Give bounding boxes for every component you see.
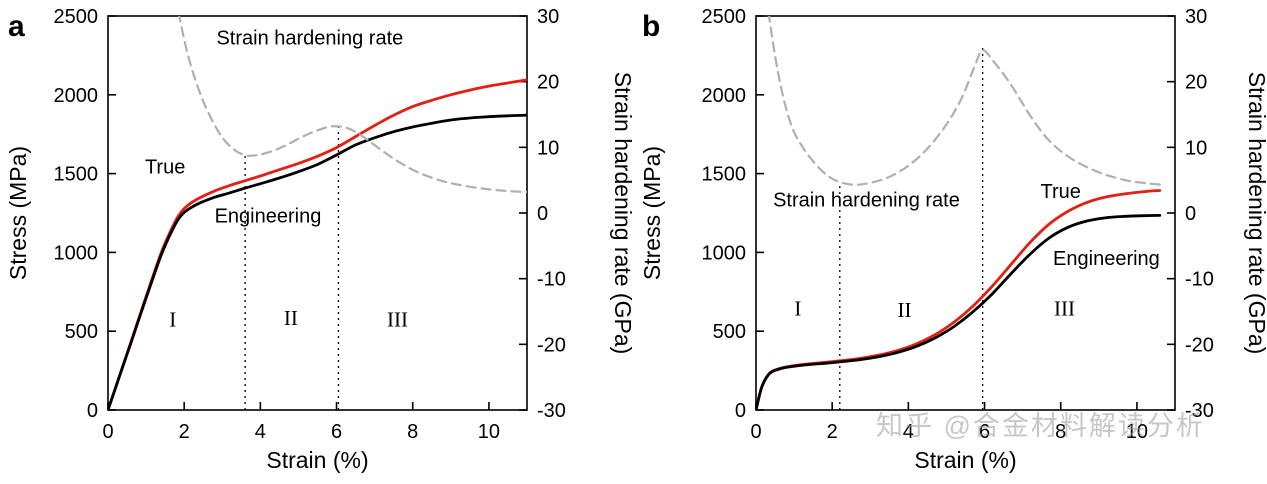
y-right-tick-label: -10 xyxy=(537,269,566,291)
y-right-tick-label: 0 xyxy=(1185,203,1196,225)
y-right-tick-label: 20 xyxy=(1185,72,1207,94)
x-tick-label: 6 xyxy=(331,421,342,443)
annotation-strain-hardening-rate: Strain hardening rate xyxy=(773,190,960,212)
x-axis-label: Strain (%) xyxy=(266,447,368,473)
x-tick-label: 2 xyxy=(827,421,838,443)
x-tick-label: 2 xyxy=(179,421,190,443)
y-right-tick-label: 20 xyxy=(537,72,559,94)
y-left-tick-label: 0 xyxy=(87,400,98,422)
curve-true xyxy=(756,189,1162,410)
curve-strain-hardening-rate xyxy=(178,16,527,194)
x-tick-label: 6 xyxy=(979,421,990,443)
annotation-engineering: Engineering xyxy=(1053,248,1160,270)
x-tick-label: 8 xyxy=(407,421,418,443)
y-right-tick-label: -20 xyxy=(1185,334,1214,356)
x-axis-label: Strain (%) xyxy=(914,447,1016,473)
y-axis-left-label: Stress (MPa) xyxy=(639,146,665,280)
y-axis-right-label: Strain hardening rate (GPa) xyxy=(1244,72,1267,355)
region-label-i: I xyxy=(169,307,176,331)
y-left-tick-label: 2500 xyxy=(702,6,747,28)
y-left-tick-label: 2500 xyxy=(54,6,99,28)
y-right-tick-label: 30 xyxy=(537,6,559,28)
y-left-tick-label: 1500 xyxy=(54,164,99,186)
y-left-tick-label: 1500 xyxy=(702,164,747,186)
y-right-tick-label: 10 xyxy=(537,137,559,159)
annotation-strain-hardening-rate: Strain hardening rate xyxy=(216,27,403,49)
x-tick-label: 0 xyxy=(750,421,761,443)
series-group xyxy=(108,16,527,410)
y-right-tick-label: -10 xyxy=(1185,269,1214,291)
panel-a-chart: 0 2 4 6 8 10 0 500 1000 1500 2000 2500 -30 -20 -10 0 10 2… xyxy=(5,6,633,473)
region-label-iii: III xyxy=(1054,296,1075,320)
y-right-tick-label: -30 xyxy=(537,400,566,422)
annotation-true: True xyxy=(1041,181,1081,203)
y-axis-right-label: Strain hardening rate (GPa) xyxy=(610,72,633,355)
x-tick-label: 10 xyxy=(1126,421,1148,443)
series-group xyxy=(756,16,1165,410)
annotation-true: True xyxy=(145,157,185,179)
y-left-tick-label: 500 xyxy=(65,321,98,343)
y-left-tick-label: 1000 xyxy=(54,242,99,264)
x-tick-label: 4 xyxy=(903,421,914,443)
plot-frame xyxy=(755,15,1176,411)
region-label-i: I xyxy=(794,296,801,320)
watermark: 知乎 @合金材料解读分析 xyxy=(876,411,1205,441)
y-left-tick-label: 2000 xyxy=(54,85,99,107)
y-left-tick-label: 2000 xyxy=(702,85,747,107)
region-label-iii: III xyxy=(387,307,408,331)
y-axis-left-label: Stress (MPa) xyxy=(5,146,31,280)
y-left-tick-label: 1000 xyxy=(702,242,747,264)
x-tick-label: 8 xyxy=(1055,421,1066,443)
panel-a: 0 2 4 6 8 10 0 500 1000 1500 2000 2500 -30 -20 -10 0 10 2… xyxy=(0,0,633,484)
y-left-tick-label: 0 xyxy=(735,400,746,422)
y-right-tick-label: 10 xyxy=(1185,137,1207,159)
y-left-tick-label: 500 xyxy=(713,321,746,343)
x-tick-label: 0 xyxy=(102,421,113,443)
x-tick-label: 10 xyxy=(478,421,500,443)
region-label-ii: II xyxy=(898,298,912,322)
panel-b-chart: 0 2 4 6 8 10 0 500 1000 1500 2000 2500 -30 -20 -10 0 10 2… xyxy=(639,6,1267,473)
curve-engineering xyxy=(756,214,1162,410)
panel-letter-a: a xyxy=(8,10,25,43)
y-right-tick-label: -30 xyxy=(1185,400,1214,422)
x-tick-label: 4 xyxy=(255,421,266,443)
y-right-tick-label: -20 xyxy=(537,334,566,356)
curve-engineering xyxy=(108,113,527,410)
panel-letter-b: b xyxy=(642,10,660,43)
y-right-tick-label: 0 xyxy=(537,203,548,225)
y-right-tick-label: 30 xyxy=(1185,6,1207,28)
curve-strain-hardening-rate xyxy=(767,16,1165,186)
panel-b: 0 2 4 6 8 10 0 500 1000 1500 2000 2500 -30 -20 -10 0 10 2… xyxy=(634,0,1267,484)
region-label-ii: II xyxy=(284,306,298,330)
annotation-engineering: Engineering xyxy=(215,205,322,227)
